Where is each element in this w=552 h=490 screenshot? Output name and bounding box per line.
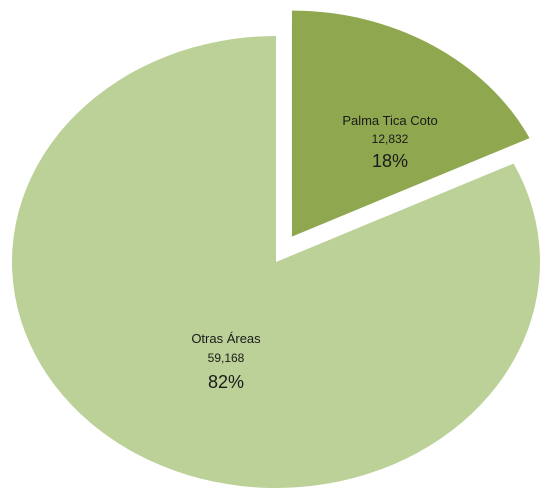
slice-value-label: 12,832 [372, 132, 409, 146]
slice-percent-label: 18% [372, 151, 408, 171]
pie-slices [12, 10, 541, 488]
slice-label-palma-tica-coto: Palma Tica Coto 12,832 18% [342, 113, 437, 171]
slice-value-label: 59,168 [208, 351, 245, 365]
slice-percent-label: 82% [208, 372, 244, 392]
pie-slice-otras-areas [12, 36, 541, 488]
slice-name-label: Palma Tica Coto [342, 113, 437, 128]
slice-label-otras-areas: Otras Áreas 59,168 82% [191, 331, 261, 392]
pie-slice-palma-tica-coto [291, 10, 530, 237]
slice-name-label: Otras Áreas [191, 331, 261, 346]
